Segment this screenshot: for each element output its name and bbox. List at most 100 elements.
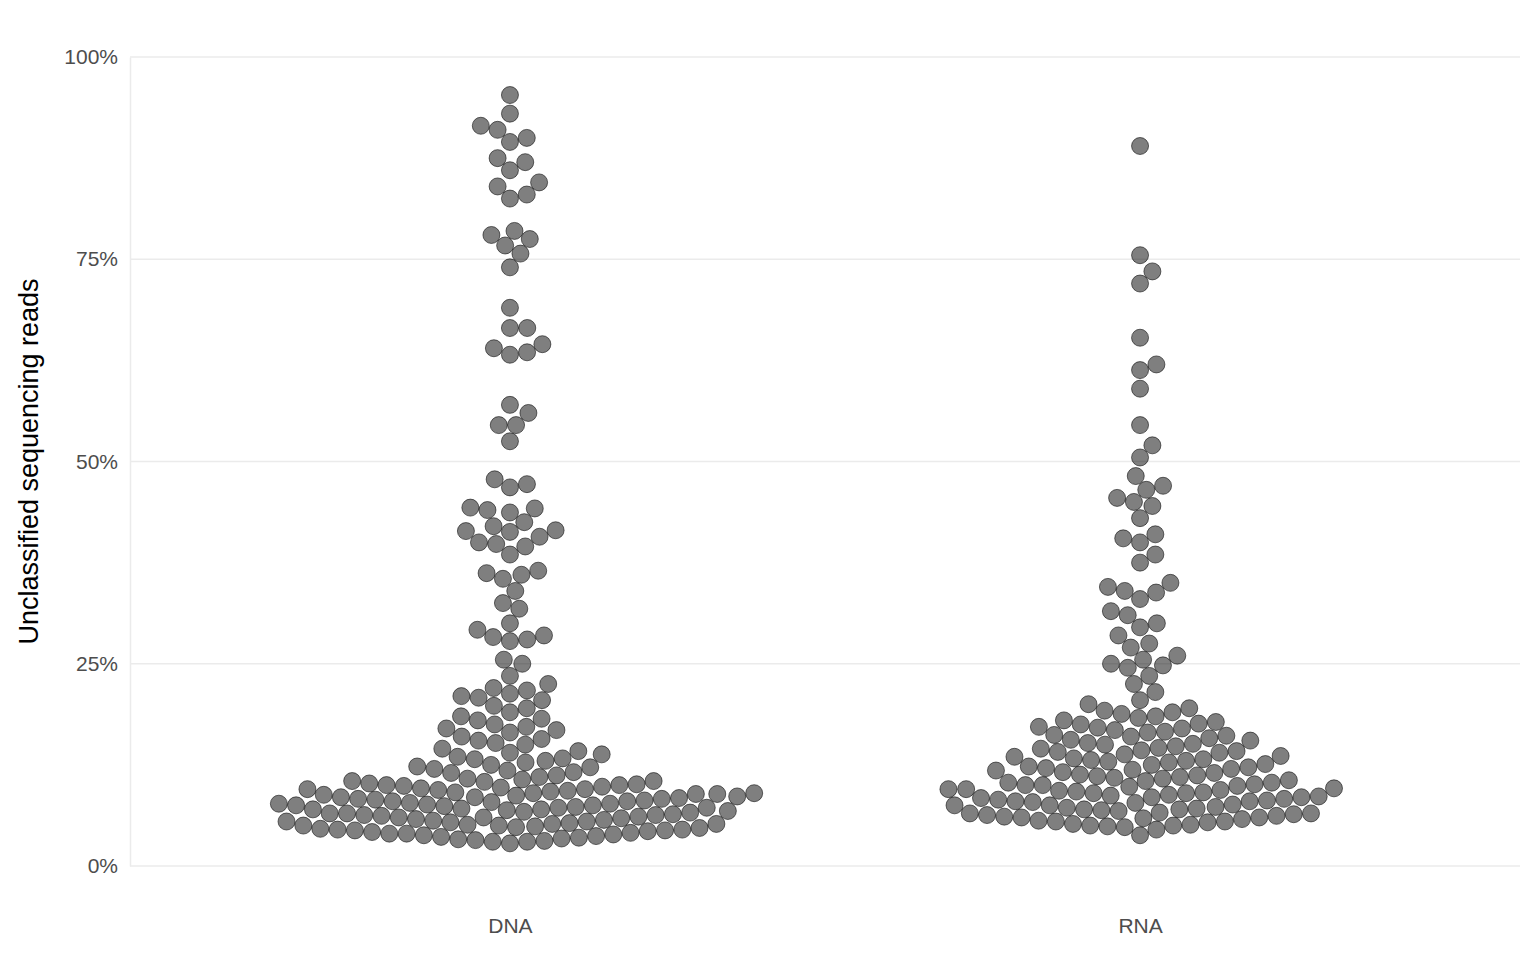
point	[1167, 738, 1184, 755]
point	[1132, 554, 1149, 571]
point	[1132, 692, 1149, 709]
point	[501, 299, 518, 316]
point	[1155, 477, 1172, 494]
point	[1178, 785, 1195, 802]
point	[518, 682, 535, 699]
point	[527, 818, 544, 835]
point	[940, 781, 957, 798]
x-tick-label: DNA	[488, 914, 532, 937]
point	[1162, 574, 1179, 591]
point	[511, 600, 528, 617]
point	[1310, 788, 1327, 805]
point	[1293, 789, 1310, 806]
point	[628, 776, 645, 793]
point	[1064, 815, 1081, 832]
point	[1207, 798, 1224, 815]
point	[1242, 732, 1259, 749]
point	[486, 471, 503, 488]
point	[1150, 739, 1167, 756]
point	[578, 813, 595, 830]
point	[570, 829, 587, 846]
point	[1325, 780, 1342, 797]
point	[1143, 789, 1160, 806]
point	[1132, 417, 1149, 434]
point	[605, 826, 622, 843]
x-tick: DNA	[488, 866, 532, 937]
point	[537, 752, 554, 769]
point	[1229, 777, 1246, 794]
point	[498, 802, 515, 819]
point	[1096, 702, 1113, 719]
grid	[130, 57, 1520, 866]
point	[1160, 754, 1177, 771]
point	[636, 792, 653, 809]
x-tick-label: RNA	[1118, 914, 1162, 937]
point	[453, 708, 470, 725]
point	[381, 825, 398, 842]
grid-line	[130, 56, 1520, 58]
y-tick: 75%	[76, 247, 130, 270]
point	[1072, 716, 1089, 733]
point	[653, 790, 670, 807]
point	[501, 479, 518, 496]
point	[536, 832, 553, 849]
y-tick-label: 25%	[76, 652, 118, 675]
y-tick-label: 50%	[76, 450, 118, 473]
point	[426, 760, 443, 777]
point	[1139, 724, 1156, 741]
point	[412, 780, 429, 797]
point	[462, 499, 479, 516]
point	[501, 667, 518, 684]
point	[1135, 651, 1152, 668]
point	[1184, 735, 1201, 752]
point	[533, 801, 550, 818]
point	[1189, 767, 1206, 784]
point	[1110, 802, 1127, 819]
point	[1199, 814, 1216, 831]
point	[450, 831, 467, 848]
point	[1041, 797, 1058, 814]
point	[1068, 783, 1085, 800]
point	[1132, 591, 1149, 608]
point	[492, 779, 509, 796]
point	[494, 595, 511, 612]
point	[442, 814, 459, 831]
point	[1089, 768, 1106, 785]
point	[469, 621, 486, 638]
point	[1020, 758, 1037, 775]
point	[415, 827, 432, 844]
point	[565, 764, 582, 781]
point	[554, 750, 571, 767]
y-tick: 50%	[76, 450, 130, 473]
point	[278, 813, 295, 830]
point	[526, 500, 543, 517]
point	[485, 629, 502, 646]
point	[1212, 781, 1229, 798]
point	[315, 786, 332, 803]
point	[1121, 778, 1138, 795]
point	[1093, 802, 1110, 819]
point	[517, 538, 534, 555]
point	[602, 795, 619, 812]
point	[501, 133, 518, 150]
point	[1132, 137, 1149, 154]
grid-line	[130, 663, 1520, 665]
point	[1032, 740, 1049, 757]
point	[490, 817, 507, 834]
point	[1113, 705, 1130, 722]
point	[470, 534, 487, 551]
point	[483, 794, 500, 811]
point	[367, 791, 384, 808]
point	[321, 805, 338, 822]
y-tick-label: 0%	[88, 854, 118, 877]
point	[622, 824, 639, 841]
point	[1285, 806, 1302, 823]
point	[533, 710, 550, 727]
point	[373, 807, 390, 824]
point	[1106, 769, 1123, 786]
point	[453, 728, 470, 745]
point	[483, 756, 500, 773]
point	[1099, 818, 1116, 835]
point	[1188, 800, 1205, 817]
point	[553, 830, 570, 847]
